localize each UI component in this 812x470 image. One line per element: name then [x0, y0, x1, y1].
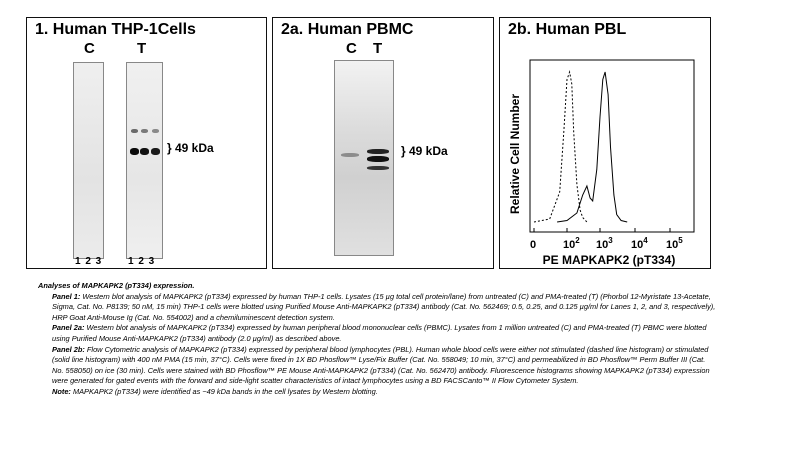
x-tick-label: 103 [596, 236, 613, 251]
caption-panel-1: Panel 1: Western blot analysis of MAPKAP… [38, 292, 718, 324]
band-49kda-lane-1 [130, 148, 139, 155]
panel-2a-pbmc-western-blot: 2a. Human PBMC C T } 49 kDa [272, 17, 494, 269]
band-upper-lane-3 [152, 129, 159, 133]
blot-strip-control [73, 62, 104, 259]
caption-panel-2a-text: Western blot analysis of MAPKAPK2 (pT334… [52, 323, 707, 343]
band-treated-lower [367, 166, 389, 170]
kda-marker-label: } 49 kDa [167, 141, 214, 155]
band-upper-lane-2 [141, 129, 148, 133]
plot-frame [529, 59, 695, 233]
histogram-chart: Relative Cell Number 0 102 103 104 105 PE MA… [508, 59, 695, 267]
band-49kda-lane-3 [151, 148, 160, 155]
band-treated-upper [367, 149, 389, 154]
caption-note-text: MAPKAPK2 (pT334) were identified as ~49 … [70, 386, 378, 396]
caption-panel-2b-text: Flow Cytometric analysis of MAPKAPK2 (pT… [52, 344, 710, 386]
x-axis-tick-labels: 0 102 103 104 105 [530, 236, 683, 251]
panel-2a-title: 2a. Human PBMC [281, 21, 414, 38]
kda-marker-label: } 49 kDa [401, 144, 448, 158]
lane-numbers-control: 1 2 3 [75, 256, 103, 267]
lane-label-treated: T [137, 40, 147, 57]
figure-caption: Analyses of MAPKAPK2 (pT334) expression.… [38, 281, 718, 398]
x-tick-label: 104 [631, 236, 648, 251]
caption-panel-2b: Panel 2b: Flow Cytometric analysis of MA… [38, 345, 718, 387]
y-axis-label: Relative Cell Number [508, 94, 522, 214]
lane-label-treated: T [373, 40, 383, 57]
x-tick-label: 0 [530, 239, 536, 251]
caption-note: Note: MAPKAPK2 (pT334) were identified a… [38, 387, 718, 398]
caption-panel-1-text: Western blot analysis of MAPKAPK2 (pT334… [52, 291, 716, 322]
panel-1-thp1-western-blot: 1. Human THP-1Cells C T } 49 kDa 1 2 3 1… [26, 17, 267, 269]
panel-2b-title: 2b. Human PBL [508, 21, 627, 38]
histogram-stimulated-solid [557, 71, 628, 223]
histogram-series [533, 70, 628, 223]
lane-numbers-treated: 1 2 3 [128, 256, 156, 267]
band-control-faint [341, 153, 359, 157]
x-tick-label: 102 [563, 236, 580, 251]
x-tick-label: 105 [666, 236, 683, 251]
caption-heading: Analyses of MAPKAPK2 (pT334) expression. [38, 281, 195, 290]
x-axis-label: PE MAPKAPK2 (pT334) [543, 253, 676, 267]
panel-1-title: 1. Human THP-1Cells [35, 21, 196, 38]
blot-pbmc [334, 60, 394, 256]
band-upper-lane-1 [131, 129, 138, 133]
x-axis-ticks [533, 228, 671, 232]
lane-label-control: C [84, 40, 95, 57]
band-49kda-lane-2 [140, 148, 149, 155]
caption-panel-2a: Panel 2a: Western blot analysis of MAPKA… [38, 323, 718, 344]
caption-panel-2b-label: Panel 2b: [52, 344, 85, 354]
caption-note-label: Note: [52, 386, 71, 396]
caption-panel-1-label: Panel 1: [52, 291, 81, 301]
histogram-unstimulated-dashed [533, 70, 588, 223]
blot-strip-treated [126, 62, 163, 259]
panel-2b-pbl-flow-histogram: 2b. Human PBL Relative Cell Number 0 102 1… [499, 17, 711, 269]
caption-panel-2a-label: Panel 2a: [52, 323, 85, 333]
band-treated-49kda [367, 156, 389, 162]
lane-label-control: C [346, 40, 357, 57]
